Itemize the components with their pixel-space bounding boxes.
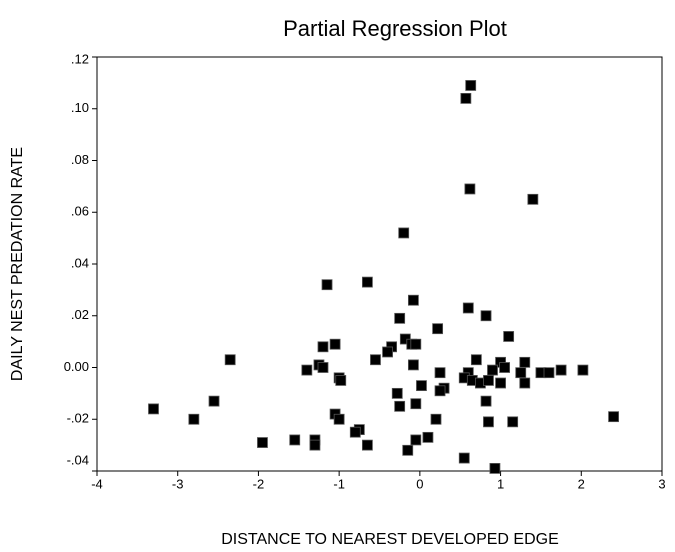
y-tick-label: -.04 xyxy=(67,452,89,467)
point xyxy=(483,375,494,386)
point xyxy=(301,364,313,376)
x-axis-label: DISTANCE TO NEAREST DEVELOPED EDGE xyxy=(221,531,559,548)
point xyxy=(458,452,470,464)
point xyxy=(608,411,619,423)
point xyxy=(410,398,422,410)
point xyxy=(309,439,321,451)
point xyxy=(515,367,527,379)
point xyxy=(465,80,477,91)
x-tick-label: -3 xyxy=(172,476,184,491)
point xyxy=(507,416,519,428)
point xyxy=(480,395,492,407)
point xyxy=(407,359,419,371)
point xyxy=(430,413,442,425)
point xyxy=(495,377,506,389)
point xyxy=(519,377,531,389)
chart-title: Partial Regression Plot xyxy=(283,16,507,41)
point xyxy=(257,437,268,448)
point xyxy=(349,426,361,438)
point xyxy=(410,338,422,350)
y-axis-label: DAILY NEST PREDATION RATE xyxy=(9,147,26,381)
point xyxy=(434,367,446,379)
point xyxy=(224,354,236,366)
x-tick-label: 0 xyxy=(416,476,423,491)
point xyxy=(470,354,482,366)
point xyxy=(148,403,159,415)
y-tick-label: -.02 xyxy=(67,411,89,426)
point xyxy=(410,434,422,446)
point xyxy=(394,312,406,324)
point xyxy=(543,367,555,379)
point xyxy=(289,434,301,446)
x-tick-label: -4 xyxy=(91,476,103,491)
point xyxy=(499,362,511,373)
point xyxy=(416,380,427,392)
point xyxy=(483,416,494,428)
y-tick-label: .02 xyxy=(71,307,89,322)
y-tick-label: .12 xyxy=(71,51,89,66)
point xyxy=(407,294,419,306)
point xyxy=(462,302,474,314)
x-tick-label: 1 xyxy=(497,476,504,491)
y-tick-label: .04 xyxy=(71,255,89,270)
point xyxy=(321,279,333,291)
point xyxy=(329,338,341,350)
point xyxy=(519,356,531,368)
plot-frame xyxy=(96,56,663,472)
y-tick-label: .08 xyxy=(71,152,89,167)
point xyxy=(422,431,434,443)
y-tick-label: .06 xyxy=(71,204,89,219)
x-tick-label: 2 xyxy=(578,476,585,491)
point xyxy=(317,341,329,353)
point xyxy=(333,413,345,425)
point xyxy=(361,439,373,451)
point xyxy=(370,354,381,366)
point xyxy=(402,444,414,456)
point xyxy=(464,183,476,195)
x-tick-label: -1 xyxy=(333,476,345,491)
point xyxy=(382,346,393,358)
y-tick-label: .10 xyxy=(71,100,89,115)
point xyxy=(208,395,220,407)
point xyxy=(432,323,444,335)
point xyxy=(489,463,501,474)
x-tick-label: -2 xyxy=(253,476,265,491)
point xyxy=(434,385,446,397)
point xyxy=(480,310,492,322)
point xyxy=(361,276,373,288)
point xyxy=(487,364,498,376)
point xyxy=(335,375,347,386)
point xyxy=(394,400,406,412)
point xyxy=(527,193,539,205)
point xyxy=(503,331,515,342)
y-tick-label: 0.00 xyxy=(64,359,89,374)
point xyxy=(391,387,403,399)
point xyxy=(555,364,567,376)
point xyxy=(317,362,329,373)
point xyxy=(577,364,589,376)
point xyxy=(460,93,472,104)
point xyxy=(188,413,200,425)
x-tick-label: 3 xyxy=(658,476,665,491)
point xyxy=(398,227,410,239)
